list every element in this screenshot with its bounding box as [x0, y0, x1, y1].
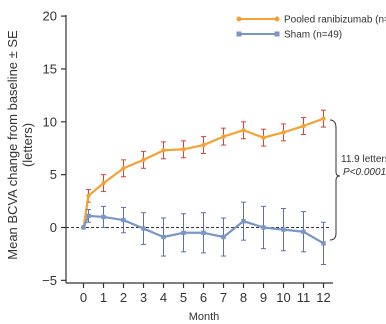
legend-label-sham: Sham (n=49)	[284, 30, 342, 41]
data-point-sham	[86, 213, 91, 219]
y-tick-label: 0	[50, 220, 57, 235]
y-tick-label: 15	[43, 61, 57, 76]
difference-bracket	[329, 119, 341, 241]
y-ticks: −5 0 5 10 15 20	[42, 9, 66, 288]
legend-marker-ranibizumab	[236, 16, 242, 22]
y-tick-label: 5	[50, 167, 57, 182]
x-ticks: 0 1 2 3 4 5 6 7 8 9 10 11 12	[80, 283, 331, 305]
difference-annotation: 11.9 letters	[341, 154, 386, 165]
data-point-ranibizumab	[301, 123, 306, 129]
data-point-ranibizumab	[121, 166, 126, 171]
data-point-ranibizumab	[161, 148, 166, 153]
data-point-sham	[301, 229, 306, 234]
legend-item-ranibizumab: Pooled ranibizumab (n=102)	[236, 15, 386, 26]
data-point-ranibizumab	[101, 180, 106, 186]
legend-marker-sham	[236, 31, 242, 37]
series-layer	[81, 109, 326, 265]
y-axis-label: Mean BCVA change from baseline ± SE	[5, 30, 20, 260]
x-tick-label: 3	[140, 290, 147, 305]
x-tick-label: 2	[120, 290, 127, 305]
data-point-ranibizumab	[261, 135, 266, 140]
legend-marker-sham-2	[274, 31, 280, 37]
x-tick-label: 8	[240, 290, 247, 305]
data-point-sham	[181, 230, 186, 235]
y-axis-label-units: (letters)	[20, 123, 35, 167]
data-point-ranibizumab	[281, 130, 286, 135]
data-point-sham	[201, 230, 206, 235]
x-axis-label: Month	[189, 311, 220, 323]
data-point-sham	[241, 218, 246, 224]
data-point-sham	[121, 217, 126, 223]
legend-item-sham: Sham (n=49)	[236, 30, 342, 41]
x-tick-label: 6	[200, 290, 207, 305]
x-tick-label: 9	[260, 290, 267, 305]
x-tick-label: 1	[100, 290, 107, 305]
x-tick-label: 10	[276, 290, 290, 305]
data-point-ranibizumab	[141, 157, 146, 163]
x-tick-label: 4	[160, 290, 167, 305]
x-tick-label: 0	[80, 290, 87, 305]
series-sham	[81, 201, 326, 265]
data-point-sham	[261, 225, 266, 230]
data-point-sham	[141, 226, 146, 231]
data-point-sham	[221, 234, 226, 240]
data-point-sham	[321, 241, 326, 246]
y-tick-label: 20	[43, 9, 57, 24]
x-tick-label: 7	[220, 290, 227, 305]
data-point-ranibizumab	[321, 116, 326, 121]
x-tick-label: 5	[180, 290, 187, 305]
legend: Pooled ranibizumab (n=102) Sham (n=49)	[236, 15, 386, 41]
series-ranibizumab	[81, 109, 326, 230]
series-line-sham	[82, 214, 325, 245]
series-line-ranibizumab	[82, 117, 324, 228]
data-point-ranibizumab	[201, 142, 206, 148]
y-tick-label: −5	[42, 273, 57, 288]
data-point-sham	[101, 214, 106, 220]
data-point-ranibizumab	[221, 134, 226, 139]
data-point-sham	[161, 234, 166, 240]
x-tick-label: 11	[297, 290, 311, 305]
x-tick-label: 12	[316, 290, 330, 305]
p-value-annotation: P<0.0001	[343, 167, 386, 178]
data-point-ranibizumab	[181, 147, 186, 152]
data-point-ranibizumab	[86, 193, 91, 198]
data-point-sham	[281, 227, 286, 232]
data-point-ranibizumab	[241, 128, 246, 133]
legend-marker-ranibizumab-2	[274, 16, 280, 22]
y-tick-label: 10	[43, 114, 57, 129]
legend-label-ranibizumab: Pooled ranibizumab (n=102)	[284, 15, 386, 26]
data-point-sham	[81, 225, 86, 230]
